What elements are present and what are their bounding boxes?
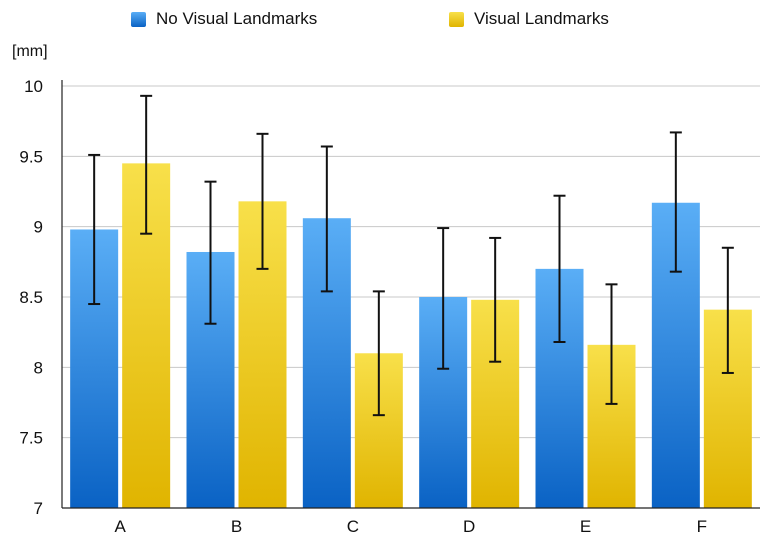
legend-label: Visual Landmarks (474, 9, 609, 28)
axes: 10 9.5 9 8.5 8 7.5 7 A B C D E F (19, 77, 760, 536)
y-tick-label: 8 (34, 358, 43, 377)
x-tick-label: E (580, 517, 591, 536)
legend-swatch-yellow (449, 11, 464, 27)
x-tick-label: A (114, 517, 126, 536)
grid-lines (62, 85, 760, 439)
x-tick-label: D (463, 517, 475, 536)
x-tick-label: B (231, 517, 242, 536)
y-tick-label: 10 (24, 77, 43, 96)
legend-item-no-visual-landmarks: No Visual Landmarks (131, 9, 317, 29)
y-axis-unit-label: [mm] (12, 43, 48, 60)
x-tick-label: C (347, 517, 359, 536)
error-bars (88, 94, 734, 417)
legend-label: No Visual Landmarks (156, 9, 318, 28)
y-tick-label: 9 (34, 218, 43, 237)
legend-swatch-blue (131, 11, 146, 27)
x-tick-label: F (697, 517, 707, 536)
y-tick-label: 8.5 (19, 288, 43, 307)
y-tick-label: 7 (34, 499, 43, 518)
chart-legend: No Visual Landmarks Visual Landmarks (0, 9, 760, 35)
y-tick-label: 9.5 (19, 147, 43, 166)
legend-item-visual-landmarks: Visual Landmarks (449, 9, 609, 29)
bars (70, 163, 752, 509)
y-tick-label: 7.5 (19, 429, 43, 448)
